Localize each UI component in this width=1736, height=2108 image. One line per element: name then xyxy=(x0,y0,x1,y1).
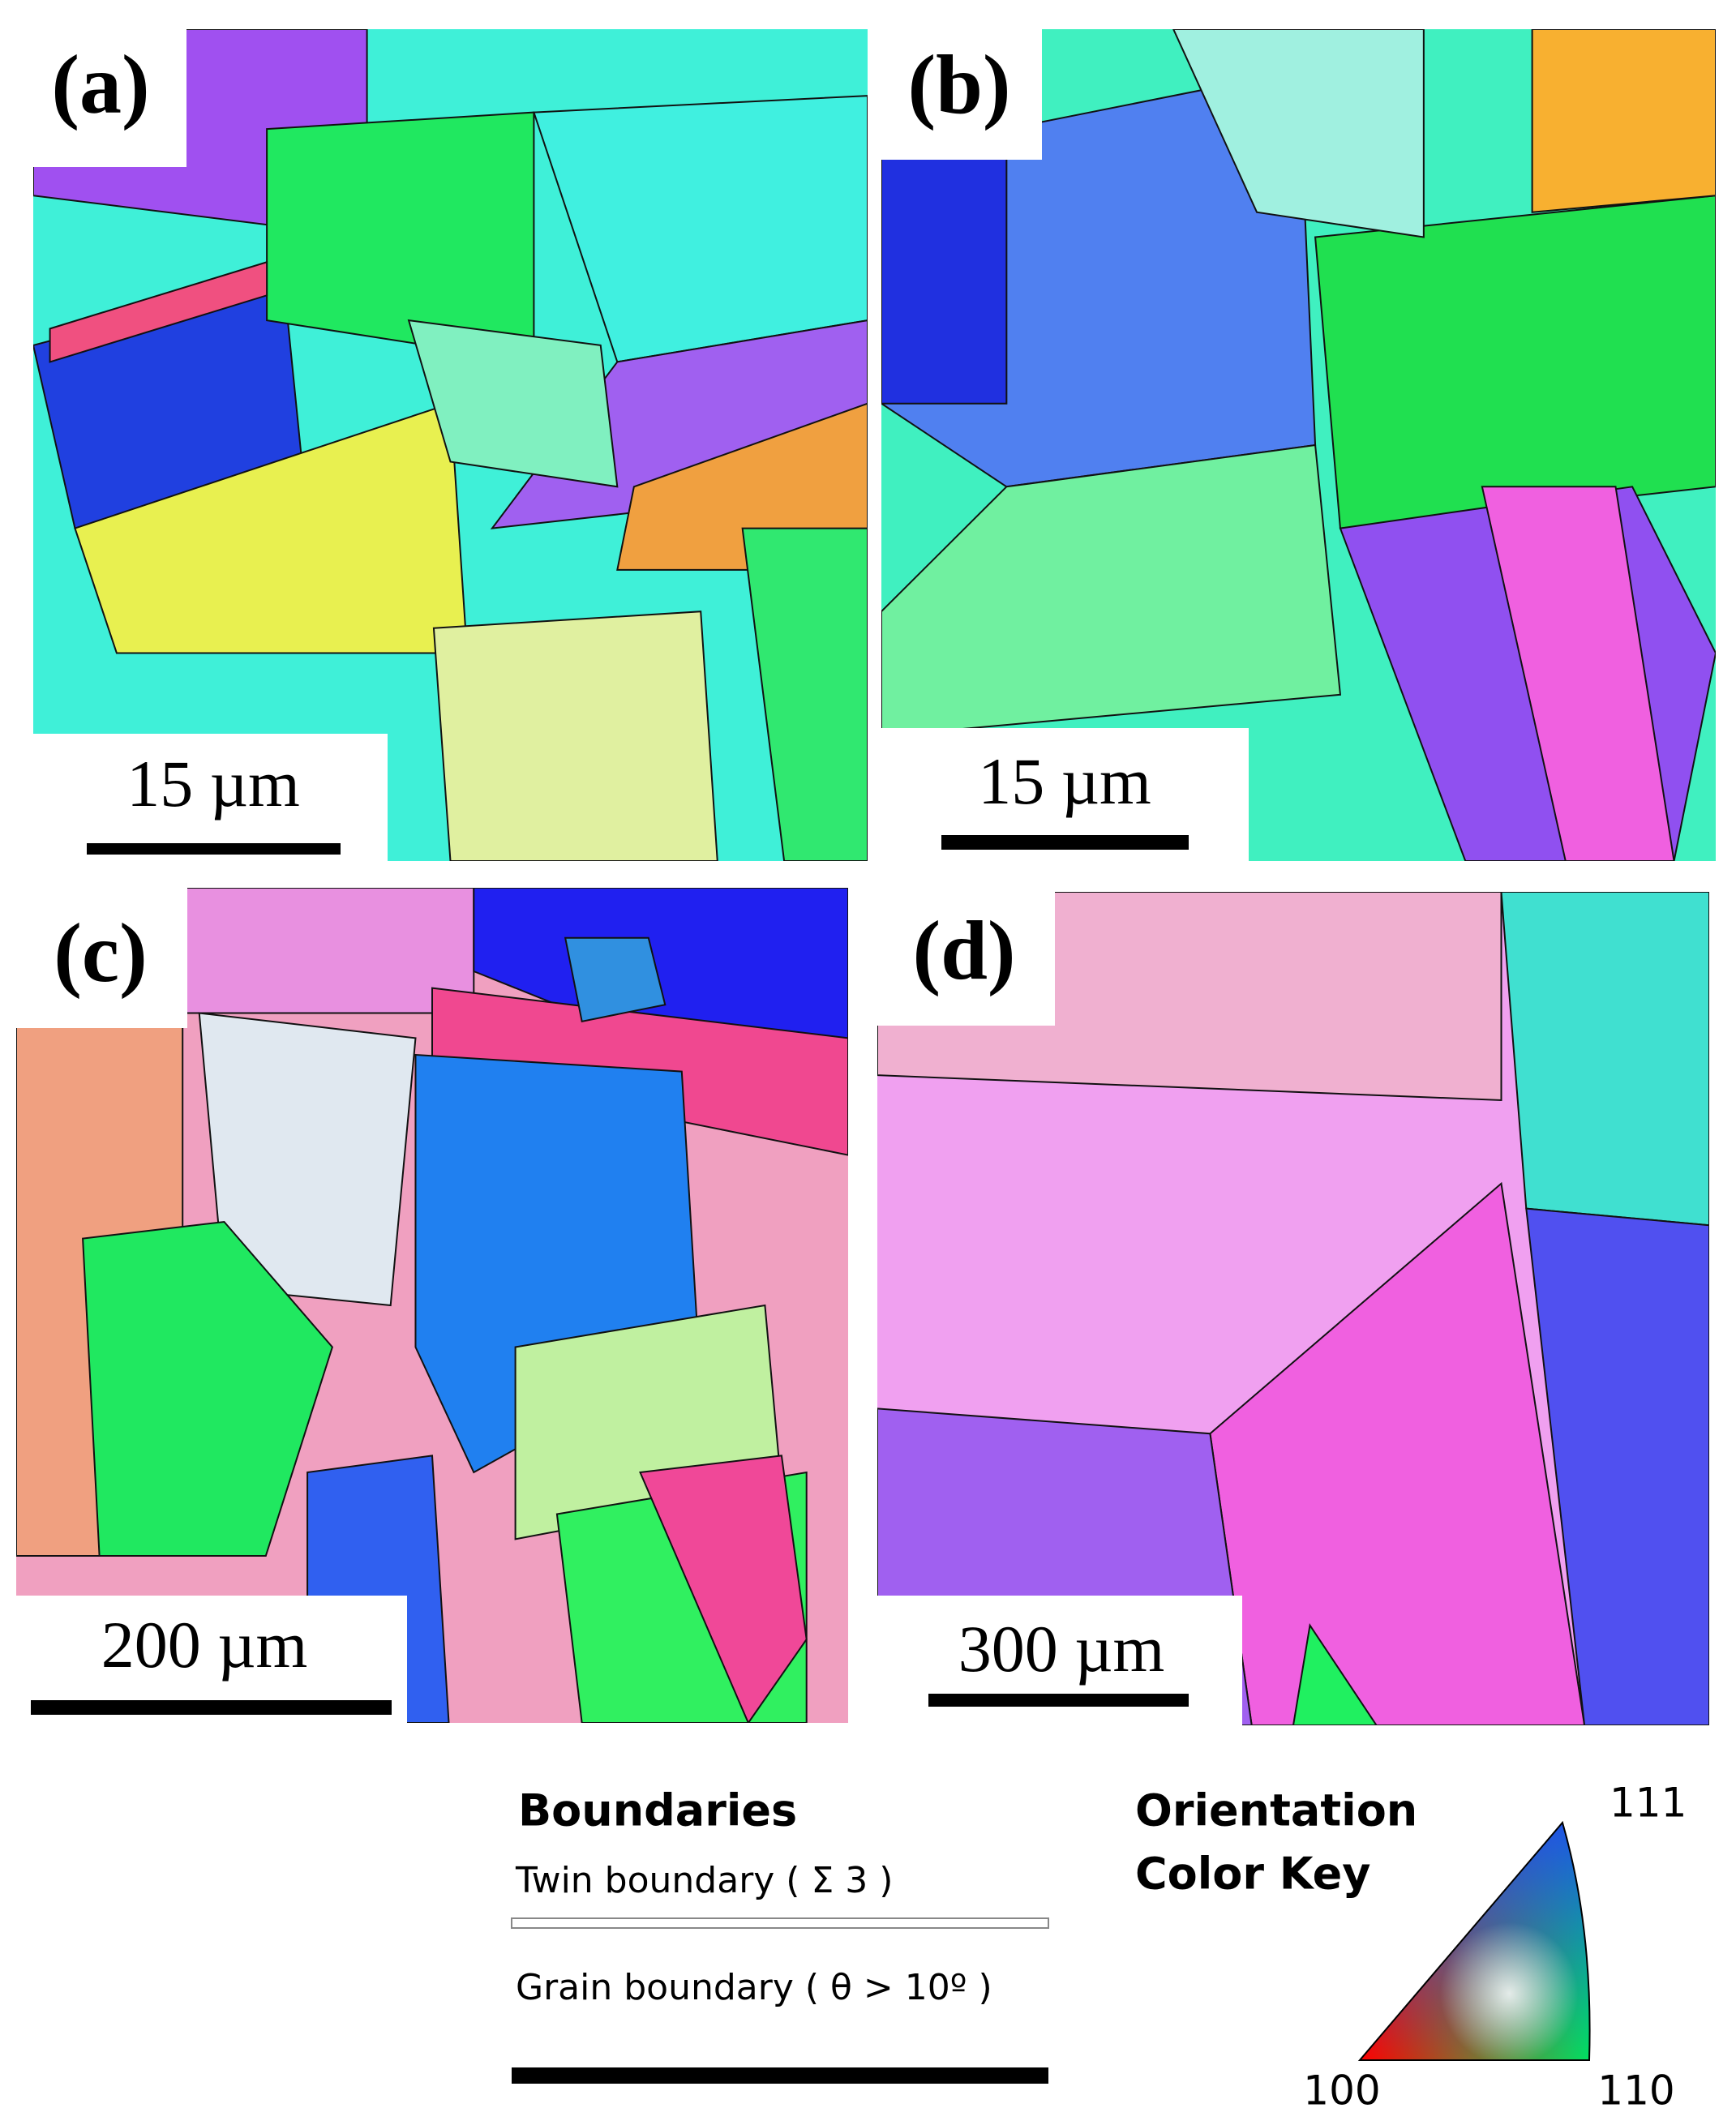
grain xyxy=(199,1013,416,1306)
grain xyxy=(1173,29,1424,238)
grain xyxy=(83,1222,332,1556)
label-box xyxy=(16,888,187,1028)
color-key-title: Orientation xyxy=(1135,1785,1417,1836)
scale-bar xyxy=(87,843,341,855)
grain xyxy=(881,154,1006,404)
grain xyxy=(534,96,868,362)
legend-twin-label: Twin boundary ( Σ 3 ) xyxy=(515,1860,893,1901)
grain xyxy=(565,938,665,1022)
ebsd-panel: (a) 15 µm xyxy=(33,29,868,861)
label-box xyxy=(33,29,186,167)
grain xyxy=(743,529,868,861)
panel-label: (d) xyxy=(912,904,1015,997)
grain xyxy=(1526,1209,1709,1725)
scale-bar xyxy=(928,1694,1189,1707)
scale-bar-label: 300 µm xyxy=(958,1612,1165,1686)
color-key-corner: 100 xyxy=(1303,2067,1380,2108)
label-box xyxy=(877,892,1055,1026)
scale-box xyxy=(33,734,388,861)
scale-bar-label: 15 µm xyxy=(978,744,1151,818)
grain xyxy=(409,320,617,486)
color-key-corner: 110 xyxy=(1597,2067,1674,2108)
scale-bar-label: 200 µm xyxy=(101,1608,308,1682)
grain xyxy=(1293,1626,1377,1725)
ebsd-panel: (c) 200 µm xyxy=(16,888,848,1723)
legend-grain-label: Grain boundary ( θ > 10º ) xyxy=(516,1967,992,2008)
legend-title: Boundaries xyxy=(518,1785,797,1836)
grain xyxy=(434,611,718,861)
color-key-title: Color Key xyxy=(1135,1849,1371,1900)
grain xyxy=(267,113,534,362)
scale-bar-label: 15 µm xyxy=(126,747,300,820)
ebsd-map xyxy=(881,29,1716,861)
panel-label: (b) xyxy=(907,38,1010,131)
ebsd-panel: (d) 300 µm xyxy=(877,892,1709,1725)
color-key-corner: 111 xyxy=(1610,1780,1687,1827)
color-key-triangle xyxy=(1357,1820,1591,2061)
ebsd-panel: (b) 15 µm xyxy=(881,29,1716,861)
ebsd-map xyxy=(33,29,868,861)
grain xyxy=(1315,195,1716,528)
scale-bar xyxy=(941,835,1189,850)
panel-label: (c) xyxy=(54,906,147,1000)
grain xyxy=(1532,29,1716,212)
label-box xyxy=(881,29,1042,160)
panel-label: (a) xyxy=(51,38,149,131)
grain xyxy=(1502,892,1709,1225)
scale-bar xyxy=(31,1700,392,1715)
grain xyxy=(50,262,268,362)
grain-boundary-swatch xyxy=(512,2067,1048,2084)
grain xyxy=(881,445,1340,736)
grain xyxy=(641,1455,807,1723)
grain xyxy=(182,888,474,1013)
grain xyxy=(1482,486,1674,861)
twin-boundary-swatch xyxy=(511,1917,1049,1929)
